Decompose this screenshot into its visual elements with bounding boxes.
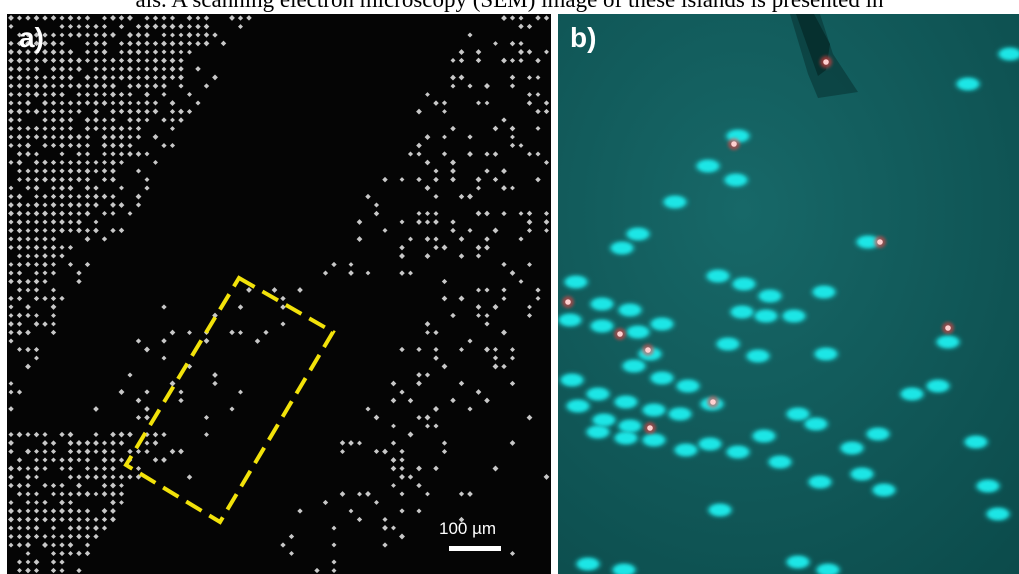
highlight-region-box xyxy=(123,275,336,525)
red-emission-spots xyxy=(562,56,954,434)
sem-island-array xyxy=(8,15,550,574)
fluorescent-island-array xyxy=(558,47,1019,574)
scale-bar-label: 100 µm xyxy=(439,519,497,538)
panel-label-b: b) xyxy=(570,22,597,53)
caption-text: als. A scanning electron microscopy (SEM… xyxy=(0,0,1019,12)
fluorescence-image-panel: b) xyxy=(558,14,1019,574)
sem-micrograph xyxy=(8,15,550,574)
sem-image-panel: a) 100 µm xyxy=(7,14,551,574)
fluorescence-micrograph xyxy=(558,14,1019,574)
panel-label-a: a) xyxy=(19,22,44,53)
scale-bar xyxy=(449,546,501,551)
